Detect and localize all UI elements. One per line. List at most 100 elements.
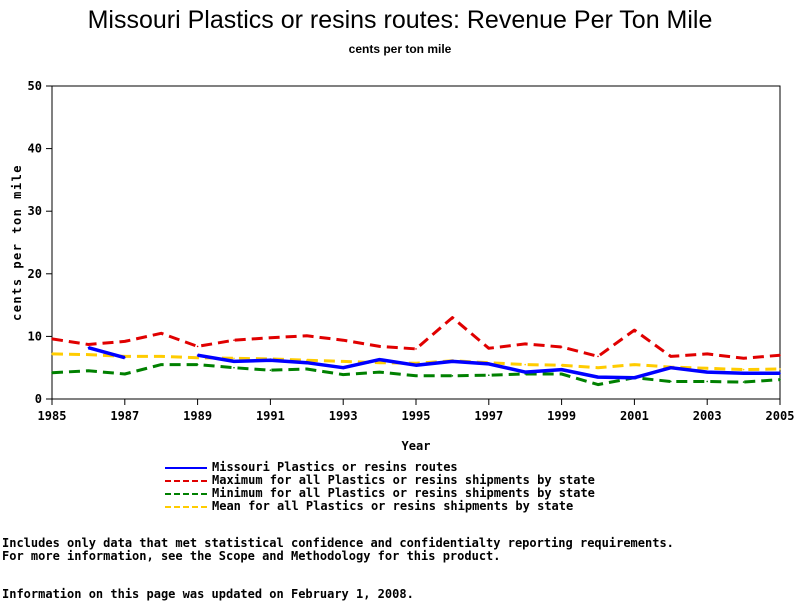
data-point-minimum (342, 373, 345, 376)
x-axis-label: Year (402, 439, 431, 453)
data-point-mean (706, 367, 708, 370)
data-point-minimum (196, 363, 199, 366)
data-point-maximum (779, 354, 781, 356)
chart-subtitle: cents per ton mile (348, 42, 452, 56)
data-point-mean (378, 361, 381, 364)
legend-swatch-minimum (165, 493, 207, 495)
data-point-missouri (670, 366, 672, 369)
data-point-mean (306, 359, 308, 361)
data-point-mean (597, 366, 599, 369)
data-point-maximum (233, 339, 235, 341)
data-point-missouri (524, 371, 526, 373)
data-point-maximum (196, 345, 199, 348)
data-point-missouri (306, 361, 308, 364)
data-point-mean (779, 368, 781, 370)
data-point-missouri (269, 359, 272, 361)
series-layer (51, 316, 781, 387)
data-point-maximum (306, 334, 308, 337)
data-point-minimum (269, 369, 272, 372)
data-point-maximum (51, 338, 53, 340)
y-tick-label: 0 (35, 392, 42, 406)
data-point-missouri (378, 358, 381, 361)
legend-label-missouri: Missouri Plastics or resins routes (212, 460, 458, 474)
data-point-maximum (742, 357, 745, 360)
data-point-mean (742, 368, 745, 371)
y-axis-label: cents per ton mile (10, 164, 24, 321)
y-tick-label: 10 (28, 329, 42, 343)
legend-label-minimum: Minimum for all Plastics or resins shipm… (212, 486, 595, 500)
data-point-mean (87, 353, 90, 356)
x-axis: 1985 1987 1989 1991 1993 1995 1997 1999 2001 2003… (38, 399, 795, 423)
plot-area-frame (51, 85, 781, 400)
x-tick-label: 1995 (402, 409, 431, 423)
data-point-missouri (633, 376, 636, 379)
data-point-mean (160, 355, 162, 358)
data-point-maximum (597, 355, 599, 358)
data-point-mean (560, 364, 563, 366)
x-tick-label: 1989 (183, 409, 212, 423)
data-point-minimum (670, 380, 672, 383)
legend-label-maximum: Maximum for all Plastics or resins shipm… (212, 473, 595, 487)
data-point-minimum (779, 378, 781, 381)
data-point-missouri (196, 354, 199, 356)
footnote-methodology: For more information, see the Scope and … (2, 549, 501, 563)
data-point-maximum (706, 353, 708, 355)
data-point-missouri (87, 346, 90, 349)
data-point-maximum (87, 343, 90, 346)
data-point-missouri (779, 372, 781, 375)
x-tick-label: 2005 (766, 409, 795, 423)
data-point-mean (633, 363, 636, 366)
data-point-minimum (451, 375, 454, 377)
legend-swatch-mean (165, 506, 207, 508)
data-point-missouri (451, 360, 454, 363)
data-point-minimum (597, 383, 599, 386)
data-point-missouri (597, 376, 599, 378)
data-point-minimum (51, 371, 53, 374)
data-point-minimum (233, 366, 235, 369)
footnote-confidentiality: Includes only data that met statistical … (2, 536, 674, 550)
legend-swatch-missouri (165, 467, 207, 469)
legend-label-mean: Mean for all Plastics or resins shipment… (212, 499, 574, 513)
data-point-maximum (124, 340, 126, 343)
data-point-missouri (742, 372, 745, 375)
y-tick-label: 20 (28, 267, 42, 281)
data-point-mean (196, 356, 199, 359)
data-point-maximum (560, 346, 563, 348)
y-tick-label: 40 (28, 142, 42, 156)
x-tick-label: 2001 (620, 409, 649, 423)
data-point-maximum (342, 339, 345, 341)
series-line-missouri (87, 346, 780, 380)
chart-title: Missouri Plastics or resins routes: Reve… (87, 6, 713, 34)
data-point-minimum (560, 373, 563, 375)
data-point-missouri (415, 364, 417, 366)
data-point-maximum (633, 329, 636, 331)
x-tick-label: 1987 (110, 409, 139, 423)
data-point-maximum (670, 355, 672, 358)
data-point-minimum (306, 368, 308, 370)
data-point-mean (51, 353, 53, 355)
data-point-minimum (124, 373, 126, 375)
x-tick-label: 1991 (256, 409, 285, 423)
y-tick-label: 50 (28, 79, 42, 93)
data-point-maximum (269, 336, 272, 339)
data-point-minimum (378, 371, 381, 373)
data-point-mean (233, 357, 235, 360)
data-point-minimum (706, 380, 708, 383)
x-tick-label: 2003 (693, 409, 722, 423)
data-point-mean (342, 360, 345, 363)
data-point-missouri (233, 360, 235, 363)
y-axis: 0 10 20 30 40 50 (28, 79, 52, 406)
data-point-missouri (342, 366, 345, 369)
data-point-maximum (160, 332, 162, 335)
data-point-mean (524, 363, 526, 366)
x-tick-label: 1999 (547, 409, 576, 423)
x-tick-label: 1993 (329, 409, 358, 423)
data-point-minimum (415, 375, 417, 377)
data-point-missouri (124, 356, 126, 359)
data-point-missouri (706, 371, 708, 373)
data-point-minimum (742, 381, 745, 383)
data-point-minimum (160, 363, 162, 366)
data-point-maximum (378, 345, 381, 348)
x-tick-label: 1985 (38, 409, 67, 423)
